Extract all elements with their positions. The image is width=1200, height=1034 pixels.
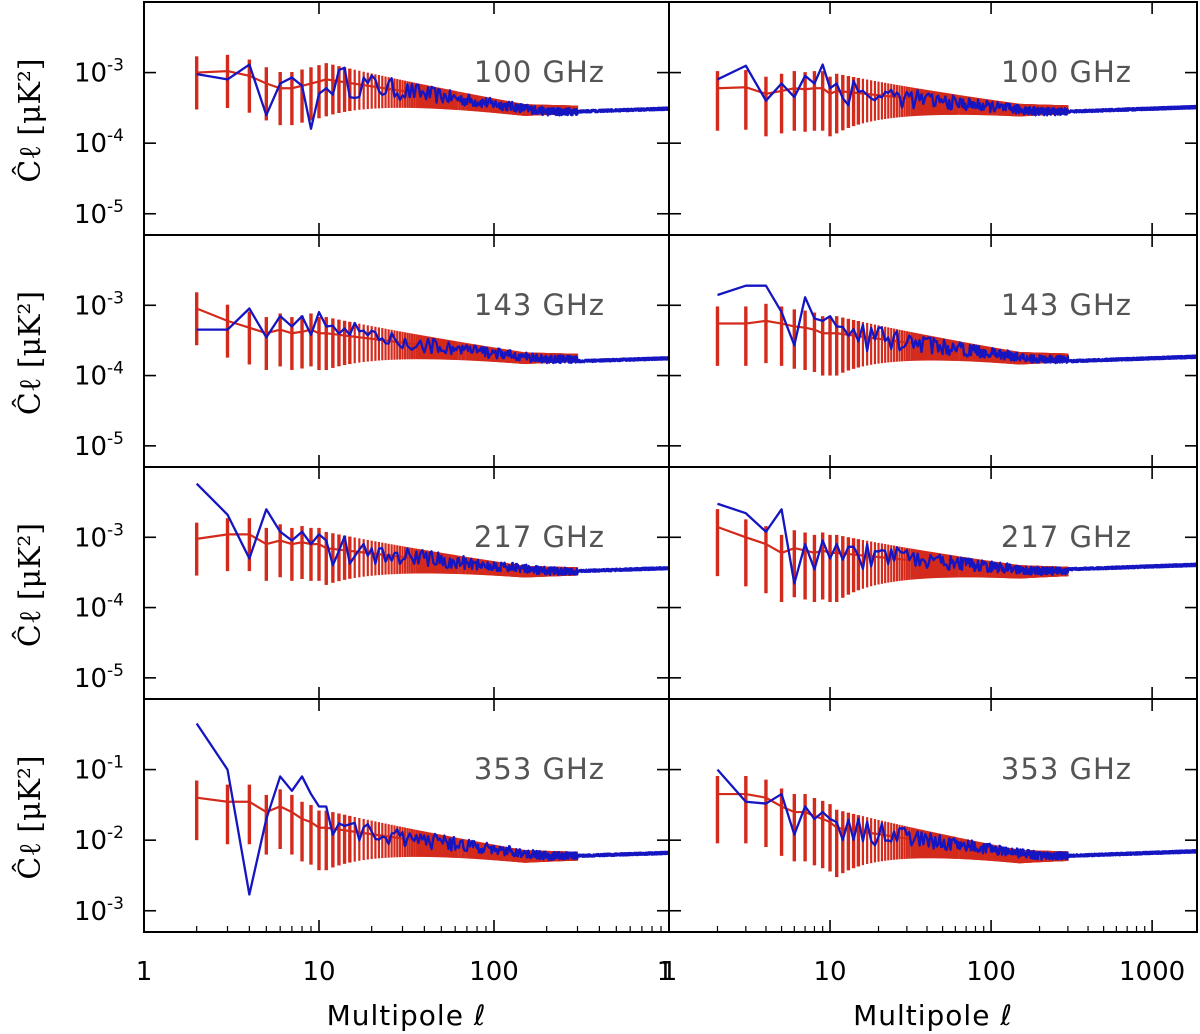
frequency-label: 100 GHz <box>1001 55 1132 89</box>
panel-3-1: 353 GHz <box>715 752 1197 878</box>
panel-frame <box>668 466 1198 700</box>
data-line <box>196 307 669 365</box>
x-tick-label: 100 <box>469 957 519 987</box>
panel-frame <box>143 1 670 236</box>
y-tick-label: 10-5 <box>74 429 124 462</box>
y-tick-label: 10-3 <box>74 520 124 553</box>
y-axis-label: Ĉℓ [μK²] <box>12 58 48 182</box>
data-line <box>195 482 669 577</box>
frequency-label: 143 GHz <box>1001 288 1132 322</box>
panel-frame <box>143 466 670 700</box>
panel-1-0: 143 GHz <box>194 288 669 370</box>
y-tick-label: 10-2 <box>74 823 124 856</box>
frequency-label: 217 GHz <box>474 520 605 554</box>
frequency-label: 353 GHz <box>474 752 605 786</box>
panel-frame <box>668 698 1198 933</box>
data-line <box>196 63 669 130</box>
data-line <box>716 63 1197 117</box>
x-tick-label: 1 <box>657 957 674 987</box>
model-line <box>196 796 578 857</box>
x-tick-label: 1 <box>136 957 153 987</box>
y-axis-label: Ĉℓ [μK²] <box>12 523 48 647</box>
panel-frame <box>668 1 1198 236</box>
y-tick-label: 10-4 <box>74 126 124 159</box>
panel-1-1: 143 GHz <box>715 284 1197 376</box>
y-tick-label: 10-3 <box>74 288 124 321</box>
x-tick-label: 1 <box>661 957 678 987</box>
y-tick-label: 10-3 <box>74 894 124 927</box>
data-line <box>717 284 1197 365</box>
model-line <box>717 792 1068 857</box>
y-tick-label: 10-5 <box>74 197 124 230</box>
frequency-label: 217 GHz <box>1001 520 1132 554</box>
x-tick-label: 100 <box>966 957 1016 987</box>
y-tick-label: 10-4 <box>74 359 124 392</box>
x-tick-label: 10 <box>813 957 846 987</box>
x-tick-label: 10 <box>302 957 335 987</box>
data-line <box>195 722 669 896</box>
y-tick-label: 10-1 <box>74 753 124 786</box>
frequency-label: 143 GHz <box>474 288 605 322</box>
x-axis-label: Multipole ℓ <box>327 999 487 1032</box>
y-tick-label: 10-3 <box>74 56 124 89</box>
data-line <box>717 502 1197 585</box>
panel-frame <box>143 698 670 933</box>
y-axis-label: Ĉℓ [μK²] <box>12 291 48 415</box>
y-axis-label: Ĉℓ [μK²] <box>12 755 48 879</box>
frequency-label: 100 GHz <box>474 55 605 89</box>
panel-2-1: 217 GHz <box>715 502 1197 602</box>
panel-0-1: 100 GHz <box>715 55 1197 137</box>
x-axis-label: Multipole ℓ <box>853 999 1013 1032</box>
data-line <box>716 768 1197 861</box>
panel-2-0: 217 GHz <box>194 482 669 585</box>
y-tick-label: 10-4 <box>74 591 124 624</box>
panel-0-0: 100 GHz <box>194 54 669 130</box>
panel-3-0: 353 GHz <box>194 722 669 896</box>
x-tick-label: 1000 <box>1119 957 1185 987</box>
y-tick-label: 10-5 <box>74 661 124 694</box>
frequency-label: 353 GHz <box>1001 752 1132 786</box>
